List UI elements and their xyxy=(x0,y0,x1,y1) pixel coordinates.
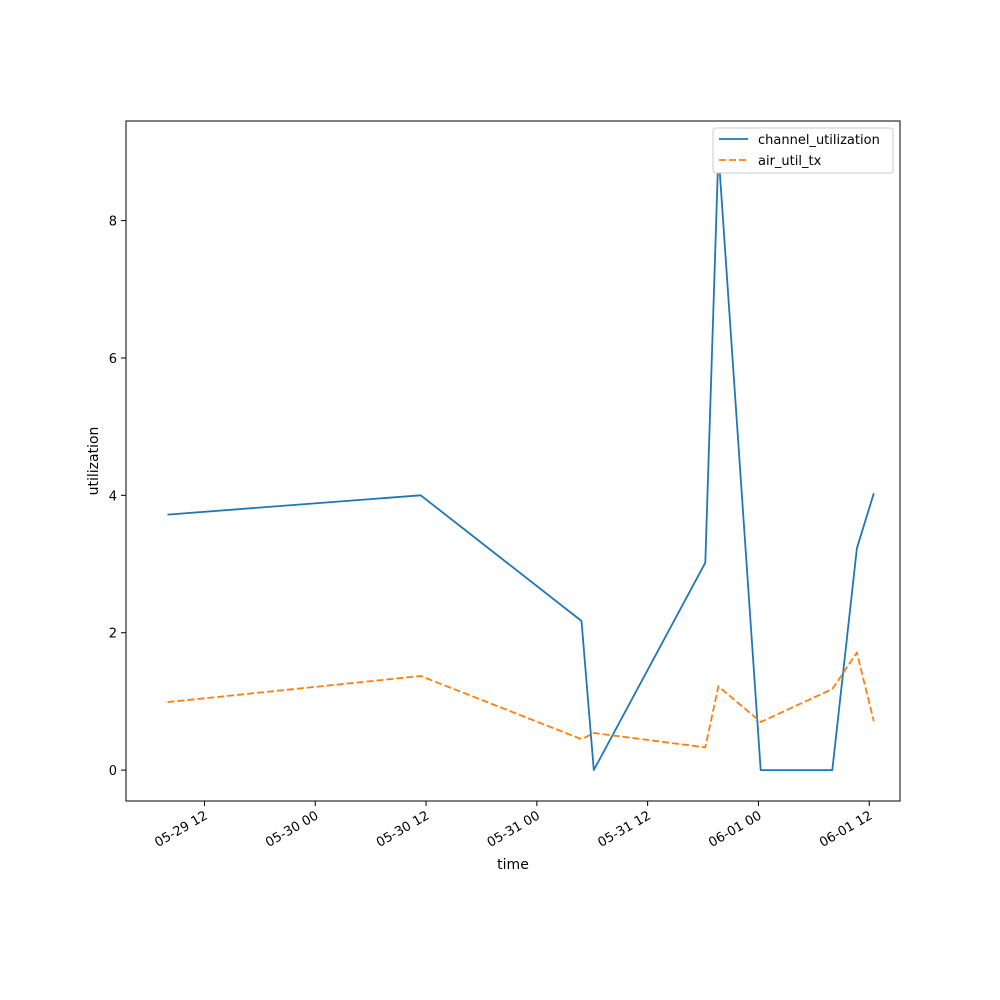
y-tick-label: 4 xyxy=(109,489,117,504)
y-tick-label: 8 xyxy=(109,215,117,230)
x-axis-label: time xyxy=(497,857,529,873)
series-line-channel-utilization xyxy=(167,150,875,771)
legend-label: air_util_tx xyxy=(758,154,822,169)
legend: channel_utilization air_util_tx xyxy=(712,127,894,174)
y-tick-label: 0 xyxy=(109,764,117,779)
series-line-air-util-tx xyxy=(167,651,875,749)
y-tick-label: 2 xyxy=(109,627,117,642)
series-lines xyxy=(167,150,875,771)
legend-label: channel_utilization xyxy=(758,133,880,148)
y-axis-ticks: 0 2 4 6 8 xyxy=(109,215,126,779)
y-tick-label: 6 xyxy=(109,352,117,367)
legend-box xyxy=(712,127,894,174)
plot-area-frame xyxy=(125,120,901,802)
y-axis-label: utilization xyxy=(86,427,102,496)
